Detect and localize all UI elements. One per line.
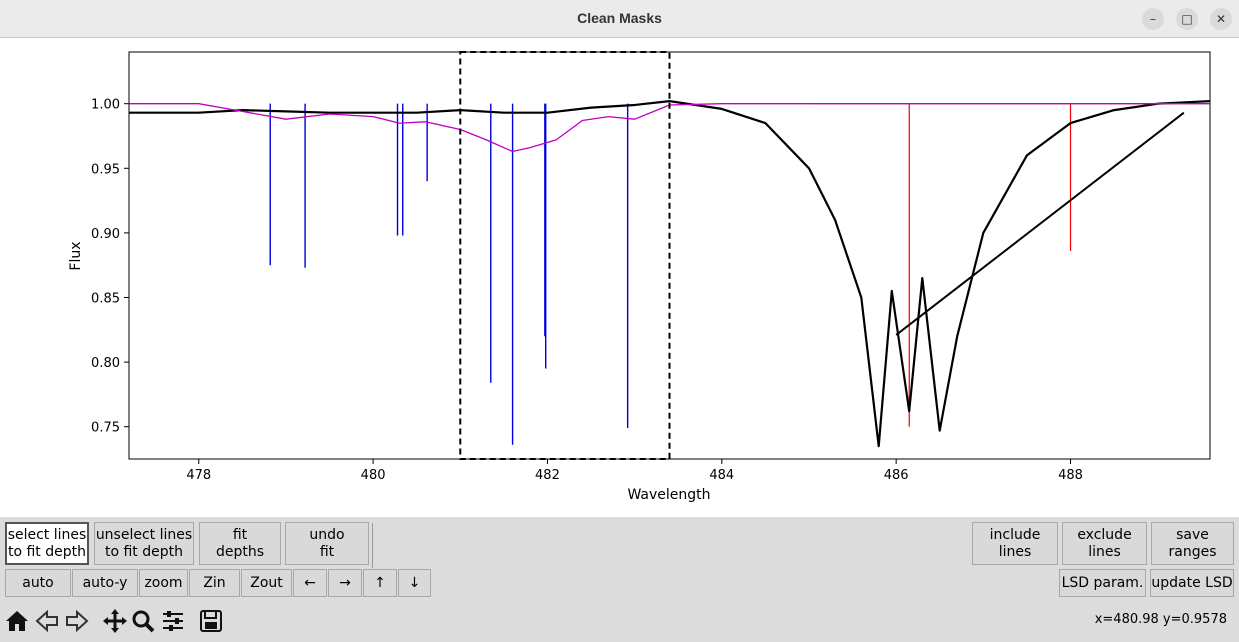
spectrum-plot[interactable]: 478 480 482 484 486 488 1.00 0.95 0.90 0.85 0.80 0.… [0, 38, 1239, 517]
unselect-lines-button[interactable]: unselect lines to fit depth [94, 522, 194, 565]
fit-depths-button[interactable]: fit depths [199, 522, 281, 565]
zoom-out-button[interactable]: Zout [241, 569, 292, 597]
x-tick-label: 478 [186, 468, 211, 483]
x-tick-label: 482 [535, 468, 560, 483]
lsd-param-button[interactable]: LSD param. [1059, 569, 1146, 597]
select-lines-button[interactable]: select lines to fit depth [5, 522, 89, 565]
x-tick-label: 486 [884, 468, 909, 483]
toolbar-separator [372, 523, 373, 568]
zoom-icon[interactable] [130, 608, 156, 634]
model-spectrum-line [129, 103, 1210, 153]
zoom-button[interactable]: zoom [139, 569, 188, 597]
pan-up-button[interactable]: ↑ [363, 569, 397, 597]
save-ranges-button[interactable]: save ranges [1151, 522, 1234, 565]
y-tick-label: 0.85 [91, 291, 120, 306]
back-icon[interactable] [34, 608, 60, 634]
title-bar: Clean Masks – □ ✕ [0, 0, 1239, 38]
pan-left-button[interactable]: ← [293, 569, 327, 597]
exclude-lines-button[interactable]: exclude lines [1062, 522, 1147, 565]
update-lsd-button[interactable]: update LSD [1150, 569, 1234, 597]
include-lines-button[interactable]: include lines [972, 522, 1058, 565]
y-axis-label: Flux [68, 241, 84, 270]
x-axis-label: Wavelength [627, 487, 710, 503]
home-icon[interactable] [4, 608, 30, 634]
observed-spectrum-line [129, 100, 1211, 448]
forward-icon[interactable] [64, 608, 90, 634]
pan-down-button[interactable]: ↓ [398, 569, 431, 597]
pan-right-button[interactable]: → [328, 569, 362, 597]
y-tick-label: 0.80 [91, 356, 120, 371]
save-icon[interactable] [198, 608, 224, 634]
y-tick-label: 1.00 [91, 98, 120, 113]
close-icon[interactable]: ✕ [1210, 8, 1232, 30]
y-tick-label: 0.95 [91, 162, 120, 177]
continuum-fit-line [895, 111, 1185, 336]
x-tick-label: 484 [709, 468, 734, 483]
y-tick-label: 0.90 [91, 227, 120, 242]
x-tick-label: 480 [361, 468, 386, 483]
plot-canvas[interactable]: 478 480 482 484 486 488 1.00 0.95 0.90 0.85 0.80 0.… [0, 38, 1239, 517]
minimize-icon[interactable]: – [1142, 8, 1164, 30]
window-title: Clean Masks [577, 10, 662, 26]
selection-box[interactable] [459, 51, 671, 460]
auto-y-button[interactable]: auto-y [72, 569, 138, 597]
maximize-icon[interactable]: □ [1176, 8, 1198, 30]
cursor-coordinates: x=480.98 y=0.9578 [1094, 612, 1227, 627]
undo-fit-button[interactable]: undo fit [285, 522, 369, 565]
configure-icon[interactable] [160, 608, 186, 634]
auto-button[interactable]: auto [5, 569, 71, 597]
y-tick-label: 0.75 [91, 421, 120, 436]
x-tick-label: 488 [1058, 468, 1083, 483]
zoom-in-button[interactable]: Zin [189, 569, 240, 597]
pan-icon[interactable] [102, 608, 128, 634]
